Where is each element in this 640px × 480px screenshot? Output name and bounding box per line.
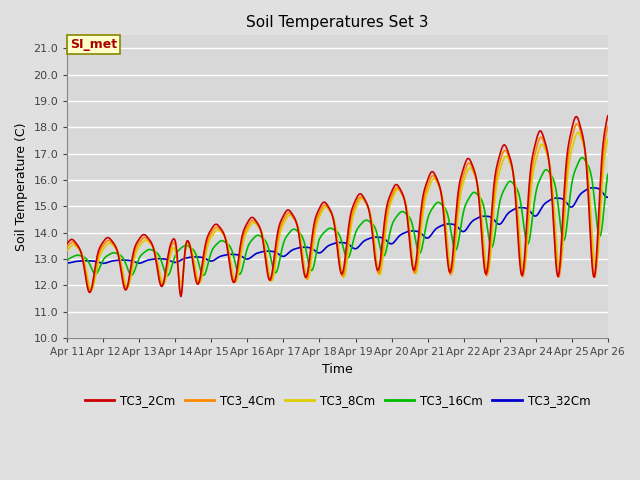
Legend: TC3_2Cm, TC3_4Cm, TC3_8Cm, TC3_16Cm, TC3_32Cm: TC3_2Cm, TC3_4Cm, TC3_8Cm, TC3_16Cm, TC3… [80, 389, 595, 412]
Title: Soil Temperatures Set 3: Soil Temperatures Set 3 [246, 15, 429, 30]
Text: SI_met: SI_met [70, 38, 117, 51]
Y-axis label: Soil Temperature (C): Soil Temperature (C) [15, 122, 28, 251]
X-axis label: Time: Time [322, 362, 353, 375]
